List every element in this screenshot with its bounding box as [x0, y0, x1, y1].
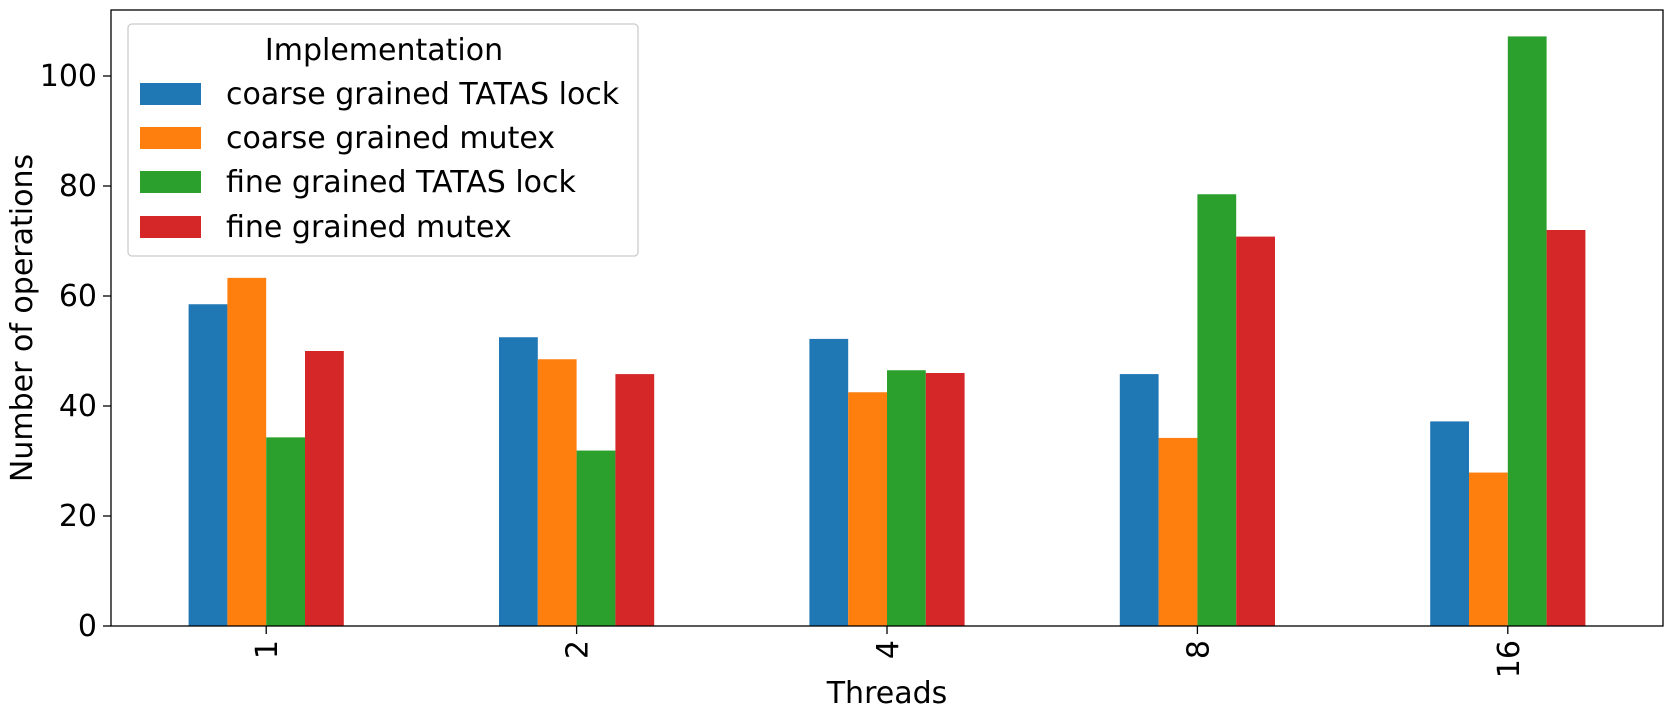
- bar-fine-grained-mutex-16: [1546, 230, 1586, 626]
- bar-fine-grained-tatas-lock-16: [1507, 36, 1547, 626]
- y-axis-label: Number of operations: [5, 154, 40, 482]
- legend-items: coarse grained TATAS lock coarse grained …: [140, 77, 620, 245]
- legend-swatch: [140, 216, 201, 238]
- x-tick-label: 4: [871, 640, 906, 659]
- legend-label: fine grained TATAS lock: [226, 165, 577, 200]
- bar-coarse-grained-tatas-lock-2: [499, 337, 538, 626]
- bar-fine-grained-mutex-4: [925, 373, 965, 626]
- bar-fine-grained-tatas-lock-8: [1197, 194, 1237, 626]
- bars-group: [188, 36, 1586, 626]
- bar-fine-grained-mutex-8: [1236, 236, 1275, 626]
- y-axis: 0 20 40 60 80 100: [40, 59, 111, 644]
- legend-swatch: [140, 171, 201, 193]
- legend-label: coarse grained mutex: [226, 121, 555, 156]
- legend: Implementation coarse grained TATAS lock…: [127, 23, 639, 257]
- bar-coarse-grained-mutex-2: [537, 359, 577, 626]
- bar-fine-grained-mutex-2: [615, 374, 655, 626]
- x-tick-label: 16: [1492, 640, 1527, 678]
- y-tick-label: 80: [59, 169, 97, 204]
- bar-coarse-grained-mutex-4: [848, 392, 887, 626]
- legend-swatch: [140, 127, 201, 149]
- x-axis: 1 2 4 8 16: [250, 626, 1527, 678]
- bar-fine-grained-tatas-lock-2: [576, 450, 616, 626]
- bar-coarse-grained-mutex-8: [1158, 437, 1198, 626]
- bar-fine-grained-tatas-lock-4: [887, 370, 926, 626]
- bar-coarse-grained-mutex-16: [1469, 472, 1508, 626]
- legend-title: Implementation: [265, 33, 503, 68]
- x-tick-label: 1: [250, 640, 285, 659]
- legend-label: coarse grained TATAS lock: [226, 77, 620, 112]
- y-tick-label: 0: [78, 609, 97, 644]
- x-tick-label: 8: [1181, 640, 1216, 659]
- y-tick-label: 60: [59, 279, 97, 314]
- y-tick-label: 20: [59, 499, 97, 534]
- legend-swatch: [140, 83, 201, 105]
- bar-fine-grained-mutex-1: [305, 351, 344, 626]
- bar-coarse-grained-tatas-lock-16: [1430, 421, 1469, 626]
- legend-label: fine grained mutex: [226, 210, 512, 245]
- x-axis-label: Threads: [826, 676, 948, 711]
- x-tick-label: 2: [561, 640, 596, 659]
- bar-coarse-grained-tatas-lock-1: [188, 304, 228, 626]
- y-tick-label: 40: [59, 389, 97, 424]
- y-tick-label: 100: [40, 59, 97, 94]
- bar-coarse-grained-tatas-lock-8: [1119, 374, 1159, 626]
- legend-box: [127, 23, 639, 257]
- bar-coarse-grained-mutex-1: [227, 277, 267, 626]
- bar-coarse-grained-tatas-lock-4: [809, 338, 849, 626]
- bar-fine-grained-tatas-lock-1: [266, 437, 305, 626]
